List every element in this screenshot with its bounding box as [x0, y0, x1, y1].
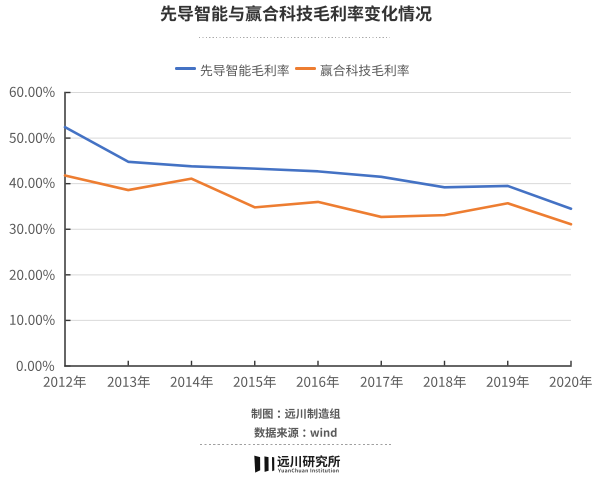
x-tick-label: 2016年	[296, 375, 340, 389]
legend: 先导智能毛利率 赢合科技毛利率	[174, 64, 410, 77]
title-row: 先导智能与赢合科技毛利率变化情况	[0, 5, 600, 22]
y-tick-label: 0.00%	[16, 359, 55, 373]
x-tick-label: 2012年	[43, 375, 87, 389]
series-line-1	[63, 174, 573, 226]
footer-source: 数据来源：wind	[254, 426, 337, 438]
legend-label-yinghe: 赢合科技毛利率	[320, 64, 410, 77]
logo-subtitle: YuanChuan Institution	[277, 468, 339, 473]
footer-credit-row: 制图：远川制造组	[0, 407, 600, 419]
footer-source-row: 数据来源：wind	[0, 426, 600, 438]
y-tick-label: 30.00%	[9, 222, 55, 236]
y-tick-label: 50.00%	[9, 131, 55, 145]
legend-item-yinghe: 赢合科技毛利率	[294, 64, 410, 77]
logo-row: 远川研究所 YuanChuan Institution	[0, 455, 600, 473]
x-tick-label: 2014年	[170, 375, 213, 389]
y-tick-label: 10.00%	[9, 313, 55, 327]
yuanchuan-logo: 远川研究所 YuanChuan Institution	[254, 455, 341, 473]
x-tick-label: 2015年	[233, 375, 276, 389]
y-tick-label: 20.00%	[9, 268, 55, 282]
logo-text-block: 远川研究所 YuanChuan Institution	[277, 455, 341, 473]
x-tick-label: 2013年	[107, 375, 150, 389]
legend-row: 先导智能毛利率 赢合科技毛利率	[0, 64, 600, 77]
footer-divider	[199, 444, 391, 445]
x-tick-label: 2020年	[549, 375, 593, 389]
three-bars-logo-icon	[254, 455, 275, 473]
legend-line-swatch-blue	[174, 67, 196, 70]
legend-item-xiandao: 先导智能毛利率	[174, 64, 290, 77]
chart-title: 先导智能与赢合科技毛利率变化情况	[160, 5, 432, 22]
footer-credit: 制图：远川制造组	[250, 407, 341, 419]
x-tick-label: 2018年	[423, 375, 466, 389]
y-tick-label: 40.00%	[9, 176, 55, 190]
title-divider	[199, 37, 390, 38]
x-tick-label: 2019年	[486, 375, 529, 389]
legend-label-xiandao: 先导智能毛利率	[200, 64, 290, 77]
logo-name: 远川研究所	[277, 455, 341, 468]
series-line-0	[63, 125, 573, 211]
legend-line-swatch-orange	[294, 67, 316, 70]
x-tick-label: 2017年	[360, 375, 403, 389]
y-tick-label: 60.00%	[9, 85, 55, 99]
